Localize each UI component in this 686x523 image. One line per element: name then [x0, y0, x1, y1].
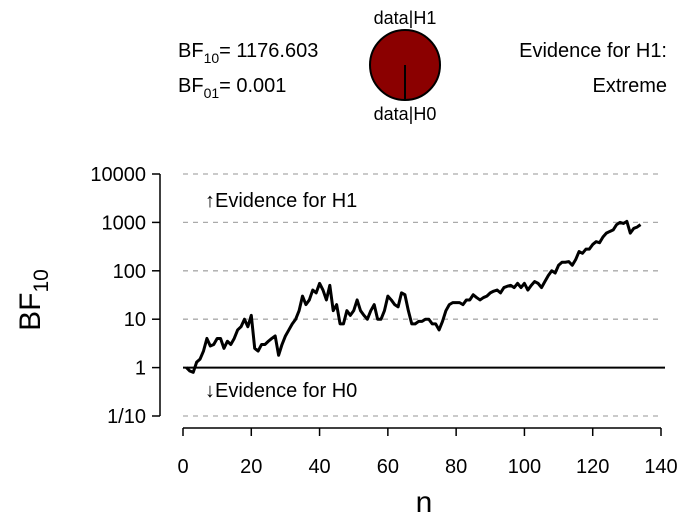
x-tick-label: 80 [445, 456, 467, 478]
pie-bottom-label: data|H0 [374, 104, 437, 124]
x-tick-label: 100 [508, 456, 541, 478]
bf01-label: BF [178, 75, 204, 97]
x-tick-label: 20 [240, 456, 262, 478]
evidence-title: Evidence for H1: [519, 40, 667, 62]
bf10-text: BF10= 1176.603 [178, 40, 318, 66]
y-axis-label-subscript: 10 [30, 269, 53, 292]
x-tick-label: 60 [377, 456, 399, 478]
x-tick-label: 120 [576, 456, 609, 478]
x-tick-label: 40 [308, 456, 330, 478]
bf10-label: BF [178, 40, 204, 62]
y-tick-label: 1000 [102, 212, 147, 234]
x-tick-label: 0 [177, 456, 188, 478]
pie-top-label: data|H1 [374, 8, 437, 28]
x-tick-label: 140 [644, 456, 677, 478]
annotation-h0: ↓Evidence for H0 [205, 380, 357, 402]
bf10-value: = 1176.603 [219, 40, 318, 62]
evidence-level: Extreme [593, 75, 667, 97]
bf10-subscript: 10 [204, 50, 220, 66]
x-axis-label: n [416, 486, 433, 518]
y-tick-label: 10000 [90, 164, 146, 186]
y-tick-label: 10 [124, 309, 146, 331]
y-tick-label: 100 [113, 261, 146, 283]
bf01-text: BF01= 0.001 [178, 75, 286, 101]
y-axis-label: BF10 [14, 269, 53, 331]
bf01-value: = 0.001 [219, 75, 286, 97]
bf01-subscript: 01 [204, 85, 220, 101]
y-tick-label: 1 [135, 358, 146, 380]
annotation-h1: ↑Evidence for H1 [205, 190, 357, 212]
bf-line [185, 219, 642, 374]
y-axis-label-main: BF [14, 293, 47, 331]
y-tick-label: 1/10 [107, 406, 146, 428]
